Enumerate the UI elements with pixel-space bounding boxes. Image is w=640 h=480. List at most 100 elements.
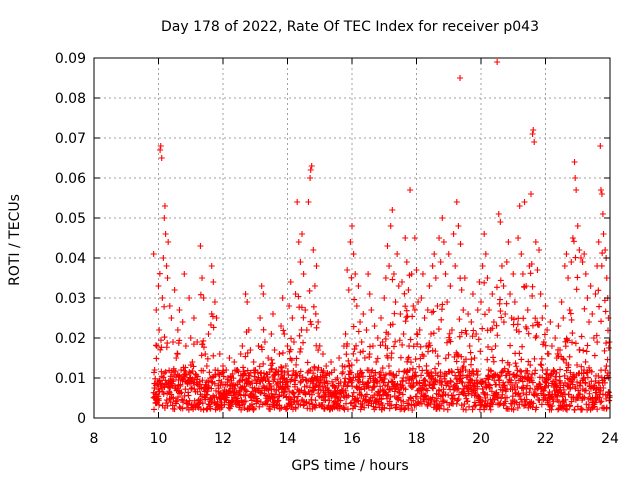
x-tick-label: 8 (90, 431, 99, 447)
data-point (542, 303, 549, 309)
data-point (324, 387, 331, 393)
data-point (257, 315, 264, 321)
data-point (469, 291, 476, 297)
data-point (369, 343, 376, 349)
data-point (432, 365, 439, 372)
data-point (581, 305, 588, 312)
data-point (280, 327, 287, 334)
data-point (440, 239, 447, 245)
data-point (571, 406, 578, 413)
data-point (310, 247, 317, 253)
data-point (589, 311, 596, 317)
data-point (339, 369, 346, 376)
data-point (307, 175, 314, 181)
data-point (368, 400, 375, 407)
data-point (597, 399, 604, 406)
data-point (488, 368, 495, 375)
data-point (586, 390, 593, 397)
data-point (256, 403, 263, 410)
data-point (476, 279, 483, 285)
data-point (220, 373, 227, 380)
data-point (484, 391, 491, 398)
data-point (168, 315, 175, 321)
data-point (241, 405, 248, 412)
data-point (466, 403, 473, 410)
data-point (232, 391, 239, 397)
data-point (444, 406, 451, 413)
data-point (356, 374, 363, 381)
data-point (520, 390, 527, 397)
data-point (512, 379, 519, 386)
data-point (439, 301, 446, 308)
data-point (516, 350, 523, 357)
data-point (365, 379, 372, 386)
data-point (253, 380, 260, 387)
data-point (236, 379, 243, 385)
data-point (382, 336, 389, 343)
data-point (503, 300, 510, 307)
data-point (403, 259, 410, 265)
data-point (200, 367, 207, 374)
data-point (170, 395, 177, 402)
data-point (516, 203, 523, 209)
data-point (428, 331, 435, 337)
data-point (379, 365, 386, 372)
data-point (212, 387, 219, 394)
data-point (448, 327, 455, 333)
data-point (578, 363, 585, 370)
data-point (195, 383, 202, 389)
data-point (423, 362, 430, 369)
data-point (410, 303, 417, 309)
data-point (411, 306, 418, 313)
data-point (456, 316, 463, 323)
data-point (453, 199, 460, 205)
data-point (401, 406, 408, 413)
data-point (424, 402, 431, 409)
data-point (524, 307, 531, 313)
data-point (199, 275, 206, 281)
data-point (595, 239, 602, 245)
data-point (360, 348, 367, 355)
data-point (175, 394, 182, 401)
data-point (401, 290, 408, 297)
data-point (526, 377, 533, 384)
data-point (403, 307, 410, 314)
data-point (150, 251, 157, 257)
data-point (438, 402, 445, 409)
data-point (377, 342, 384, 349)
data-point (507, 342, 514, 349)
data-point (288, 396, 295, 403)
data-point (197, 291, 204, 298)
data-point (550, 367, 557, 373)
data-point (602, 308, 609, 315)
data-point (162, 368, 169, 375)
data-point (181, 271, 188, 277)
data-point (550, 398, 557, 405)
data-point (598, 398, 605, 405)
data-point (527, 191, 534, 197)
data-point (537, 291, 544, 297)
data-point (385, 362, 392, 369)
data-point (374, 378, 381, 385)
data-point (245, 327, 252, 333)
data-point (358, 403, 365, 410)
data-point (457, 241, 464, 248)
x-tick-label: 14 (279, 431, 297, 447)
data-point (337, 397, 344, 404)
data-point (426, 283, 433, 289)
data-point (295, 239, 302, 245)
data-point (437, 373, 444, 380)
data-point (190, 341, 197, 348)
data-point (372, 369, 379, 376)
data-point (399, 341, 406, 348)
data-point (358, 369, 365, 376)
data-point (274, 379, 281, 385)
data-point (242, 387, 249, 394)
data-point (471, 355, 478, 361)
data-point (384, 345, 391, 352)
data-point (530, 127, 537, 133)
data-point (417, 343, 424, 350)
data-point (390, 271, 397, 277)
data-point (361, 355, 368, 361)
data-point (357, 319, 364, 325)
